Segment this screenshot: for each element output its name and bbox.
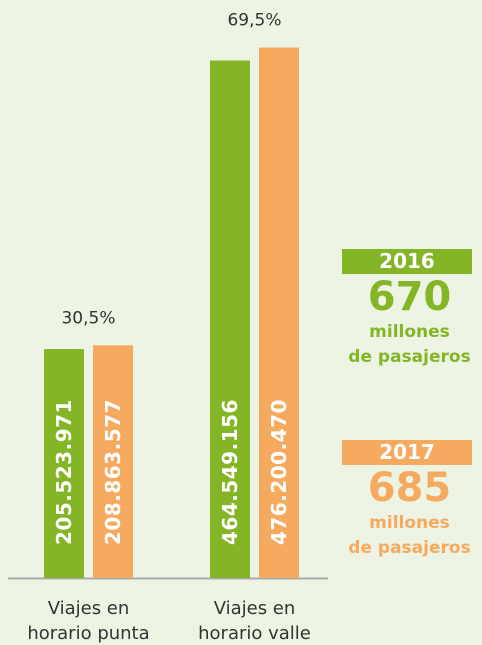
value-label: 464.549.156	[218, 399, 242, 545]
legend-entry: 2016 670 millones de pasajeros	[342, 249, 477, 370]
group-label: 30,5%	[61, 308, 115, 328]
legend-name: 2017	[342, 440, 472, 465]
value-label: 476.200.470	[267, 399, 291, 545]
legend-total: 670	[367, 274, 452, 320]
bar	[93, 345, 133, 578]
legend-unit: de pasajeros	[348, 538, 471, 558]
bar	[259, 47, 299, 578]
legend-entry: 2017 685 millones de pasajeros	[342, 440, 477, 561]
x-tick-label: Viajes en horario punta	[27, 598, 150, 644]
bar	[44, 349, 84, 578]
group-label: 69,5%	[227, 11, 281, 31]
legend-unit: millones	[369, 322, 450, 342]
legend-unit: de pasajeros	[348, 347, 471, 367]
legend-unit: millones	[369, 513, 450, 533]
legend-name: 2016	[342, 249, 472, 274]
legend-total: 685	[367, 465, 452, 511]
value-label: 205.523.971	[52, 399, 76, 545]
bar	[210, 60, 250, 578]
x-tick-label: Viajes en horario valle	[198, 598, 311, 644]
value-label: 208.863.577	[101, 399, 125, 545]
